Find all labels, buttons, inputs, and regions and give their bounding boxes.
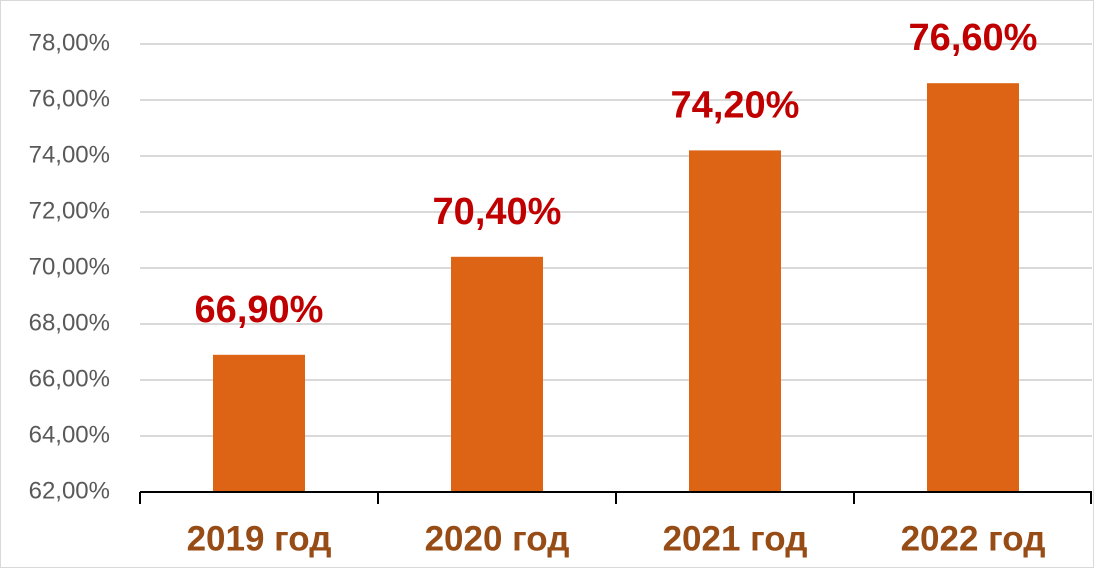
y-tick-label: 78,00% xyxy=(29,29,110,56)
bar xyxy=(213,354,305,492)
x-tick-label: 2019 год xyxy=(187,519,332,558)
y-tick-label: 74,00% xyxy=(29,141,110,168)
value-label: 70,40% xyxy=(433,191,562,233)
y-tick-label: 76,00% xyxy=(29,85,110,112)
y-tick-label: 68,00% xyxy=(29,309,110,336)
value-label: 76,60% xyxy=(909,17,1038,59)
bar xyxy=(689,150,781,492)
bar xyxy=(927,83,1019,492)
y-tick-label: 72,00% xyxy=(29,197,110,224)
y-tick-label: 70,00% xyxy=(29,253,110,280)
value-label: 74,20% xyxy=(671,84,800,126)
value-label: 66,90% xyxy=(195,289,324,331)
y-tick-label: 62,00% xyxy=(29,477,110,504)
y-tick-label: 66,00% xyxy=(29,365,110,392)
x-tick-label: 2022 год xyxy=(901,519,1046,558)
x-tick-label: 2020 год xyxy=(425,519,570,558)
bar xyxy=(451,256,543,492)
x-tick-label: 2021 год xyxy=(663,519,808,558)
y-tick-label: 64,00% xyxy=(29,421,110,448)
